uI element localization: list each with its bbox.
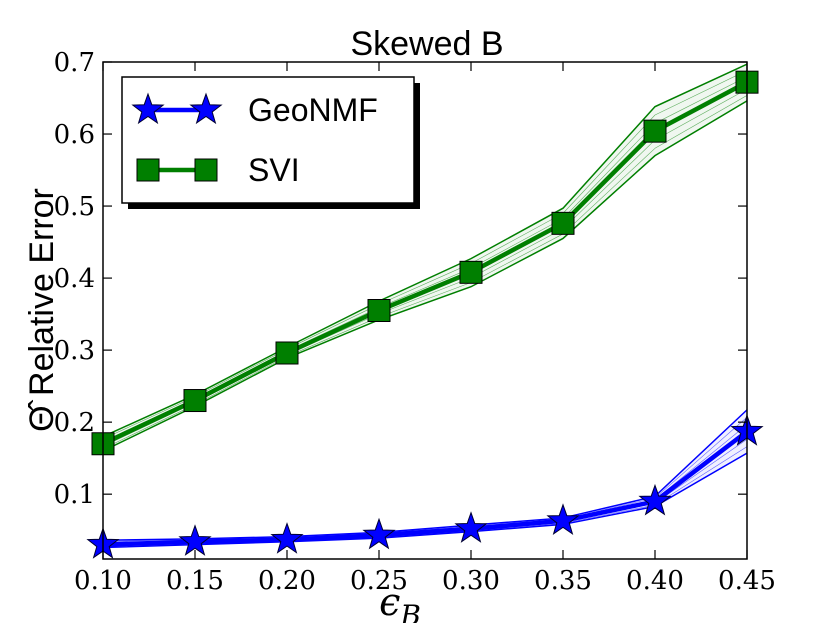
svi-band-hatch bbox=[562, 114, 656, 214]
x-tick-label: 0.10 bbox=[74, 566, 132, 596]
x-tick-label: 0.25 bbox=[350, 566, 408, 596]
x-tick-label: 0.30 bbox=[442, 566, 500, 596]
x-tick-label: 0.45 bbox=[718, 566, 776, 596]
svi-band-hatch bbox=[378, 263, 472, 305]
svi-point bbox=[183, 389, 207, 413]
y-axis: 0.1 0.2 0.3 0.4 0.5 0.6 0.7 bbox=[54, 48, 747, 510]
svi-band-hatch bbox=[286, 316, 380, 357]
svi-band-hatch bbox=[562, 123, 656, 219]
svi-band-hatch bbox=[470, 218, 564, 269]
svi-point bbox=[643, 119, 667, 143]
svi-band-hatch bbox=[470, 228, 564, 279]
svi-band-hatch bbox=[378, 267, 472, 308]
svi-band-hatch bbox=[654, 95, 747, 149]
legend-geonmf-marker bbox=[189, 92, 223, 125]
geonmf-point bbox=[454, 511, 488, 543]
legend-box bbox=[121, 76, 415, 204]
y-axis-label: Θ̂ Relative Error bbox=[23, 188, 61, 432]
x-tick-label: 0.40 bbox=[626, 566, 684, 596]
svi-band-hatch bbox=[470, 213, 564, 264]
legend-geonmf-label: GeoNMF bbox=[248, 92, 378, 128]
svi-band-hatch bbox=[378, 282, 472, 318]
y-tick-label: 0.4 bbox=[54, 264, 95, 294]
x-tick-label: 0.15 bbox=[166, 566, 224, 596]
svi-point bbox=[275, 341, 299, 365]
chart-title: Skewed B bbox=[350, 25, 503, 63]
legend-svi-label: SVI bbox=[248, 152, 300, 188]
svi-band-hatch bbox=[562, 148, 656, 235]
svi-band-hatch bbox=[470, 233, 564, 283]
y-tick-label: 0.3 bbox=[54, 336, 95, 366]
plot-frame bbox=[102, 61, 748, 560]
svi-band-lower bbox=[103, 100, 747, 452]
svi-band-hatch bbox=[194, 348, 288, 397]
svi-band-hatch bbox=[654, 76, 747, 124]
svi-point bbox=[551, 211, 575, 235]
geonmf-band-upper bbox=[103, 409, 747, 542]
x-tick-label: 0.35 bbox=[534, 566, 592, 596]
svi-band-hatch bbox=[194, 356, 288, 405]
geonmf-point bbox=[546, 503, 580, 536]
geonmf-band-hatch bbox=[562, 504, 656, 524]
geonmf-band-hatch bbox=[654, 417, 747, 499]
x-axis: 0.10 0.15 0.20 0.25 0.30 0.35 0.40 0.45 bbox=[74, 62, 776, 596]
svi-band-hatch bbox=[286, 304, 380, 350]
geonmf-band-lower bbox=[103, 452, 747, 549]
svi-band-hatch bbox=[103, 404, 196, 450]
svi-band-hatch bbox=[103, 396, 196, 440]
x-axis-label: ϵB bbox=[379, 580, 421, 623]
x-tick-label: 0.20 bbox=[258, 566, 316, 596]
y-tick-label: 0.1 bbox=[54, 480, 95, 510]
y-tick-label: 0.2 bbox=[54, 408, 95, 438]
geonmf-point bbox=[270, 522, 304, 554]
legend-geonmf-marker bbox=[131, 92, 165, 125]
svi-point bbox=[459, 260, 483, 284]
geonmf-point bbox=[638, 483, 672, 516]
geonmf-point bbox=[178, 524, 212, 556]
svi-point bbox=[367, 299, 391, 322]
svi-band-hatch bbox=[378, 277, 472, 315]
svi-band-hatch bbox=[562, 139, 656, 230]
legend: GeoNMF SVI bbox=[121, 76, 420, 209]
legend-svi-marker bbox=[136, 158, 160, 182]
legend-svi-marker bbox=[194, 158, 218, 182]
svi-line bbox=[103, 80, 747, 446]
svi-band-hatch bbox=[654, 70, 747, 116]
geonmf-point bbox=[362, 517, 396, 550]
svi-band-hatch bbox=[654, 88, 747, 141]
y-tick-label: 0.6 bbox=[54, 120, 95, 150]
y-tick-label: 0.5 bbox=[54, 192, 95, 222]
series-lines bbox=[103, 80, 747, 547]
geonmf-band-hatch bbox=[654, 446, 747, 506]
svi-band-upper bbox=[103, 63, 747, 438]
geonmf-line bbox=[103, 429, 747, 547]
y-tick-label: 0.7 bbox=[54, 48, 95, 78]
geonmf-band bbox=[103, 409, 747, 548]
